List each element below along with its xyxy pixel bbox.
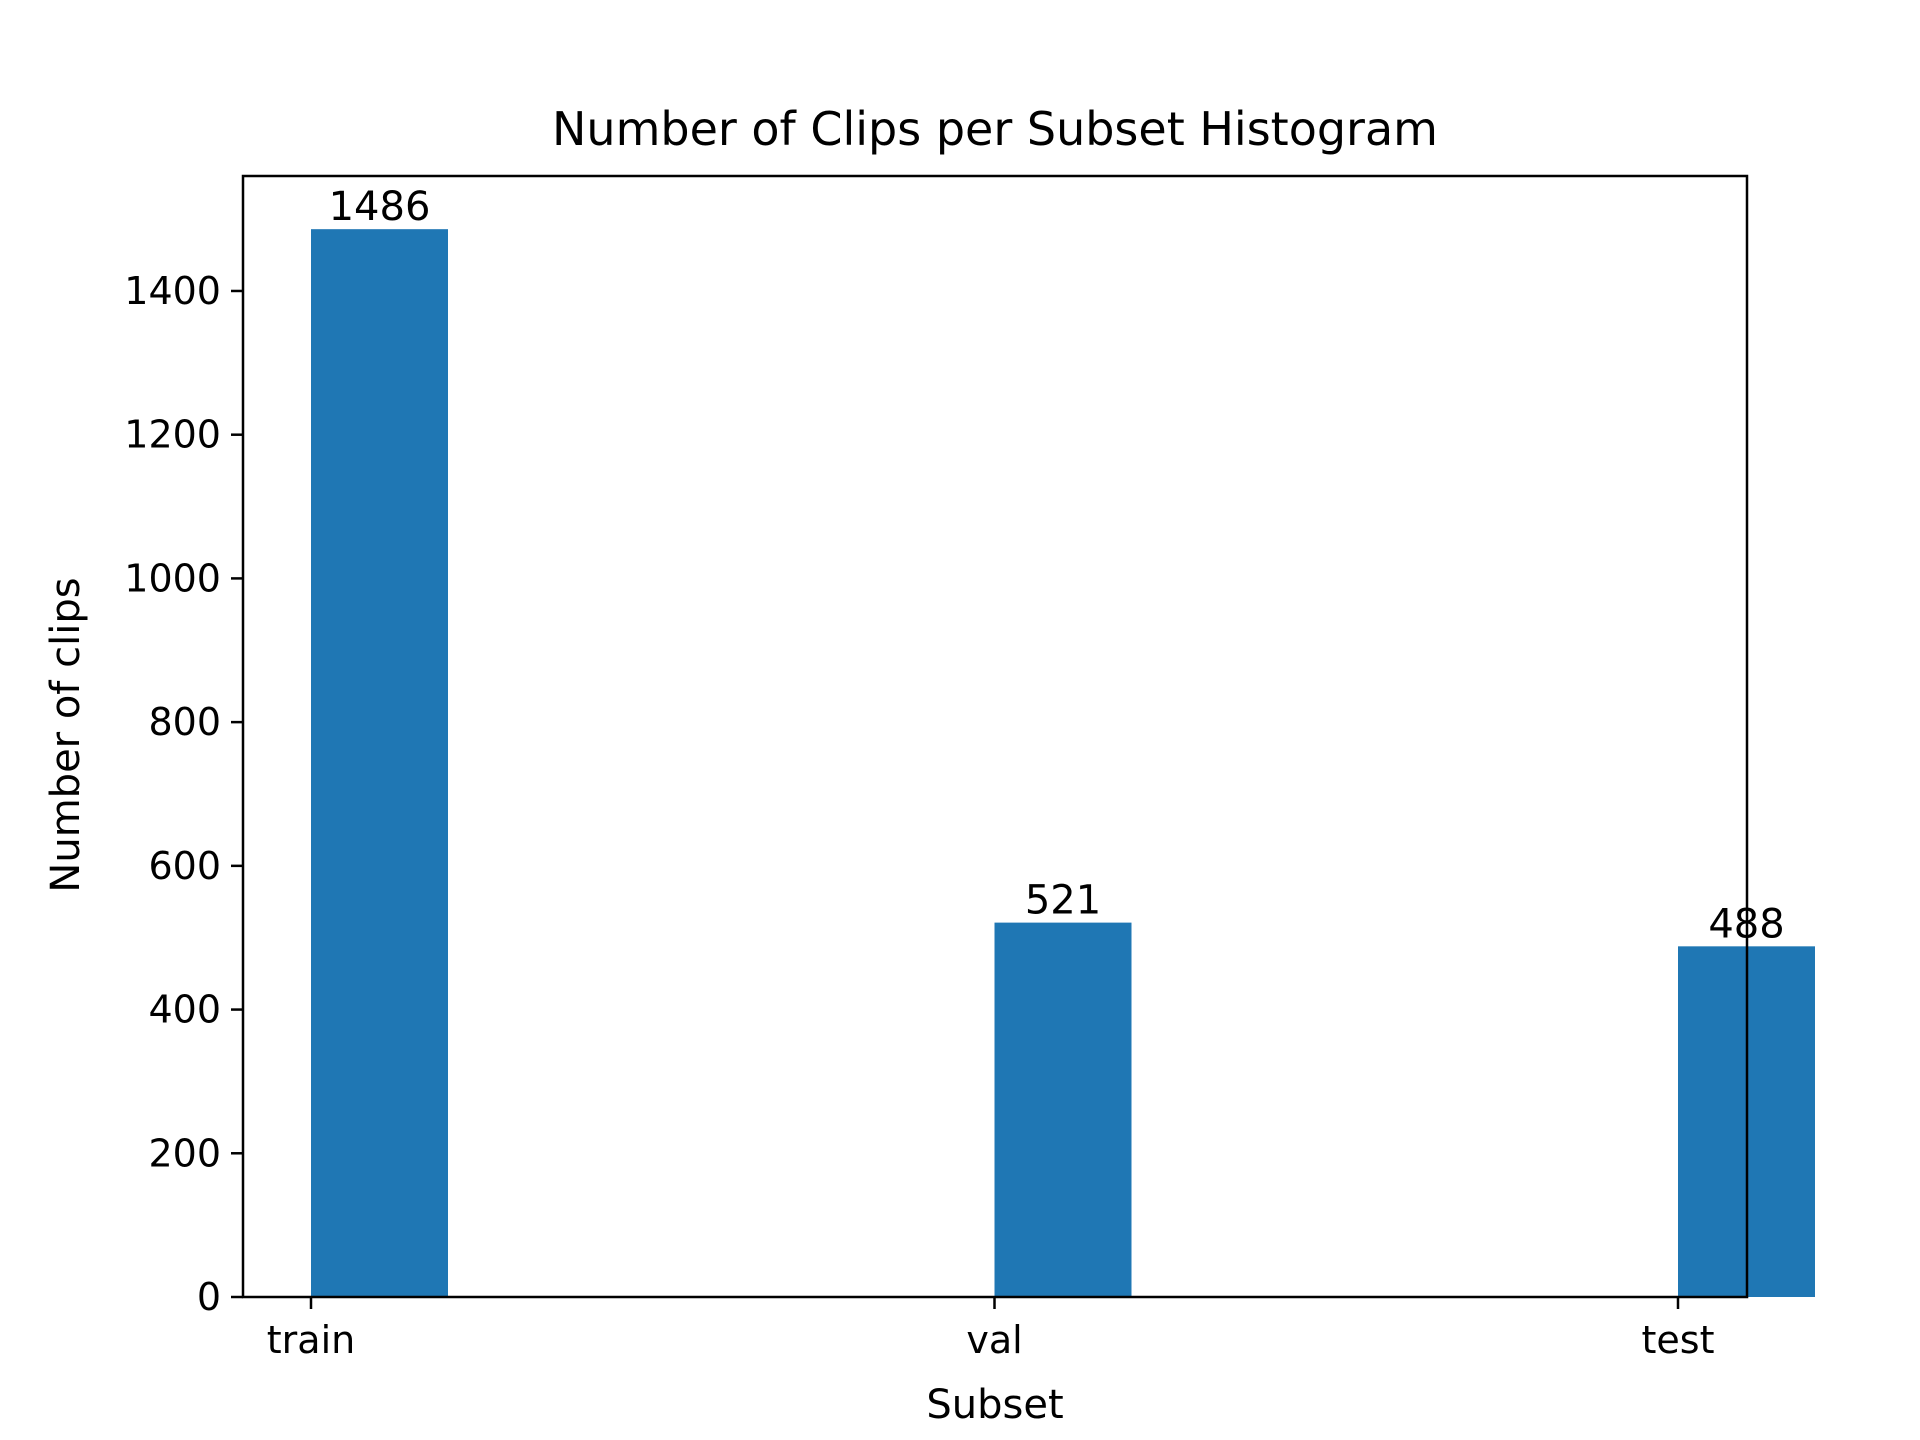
- bar-val: [994, 922, 1132, 1297]
- y-tick-label: 200: [148, 1131, 221, 1175]
- y-tick-label: 1400: [124, 269, 221, 313]
- y-tick-label: 1200: [124, 413, 221, 457]
- y-tick-label: 400: [148, 988, 221, 1032]
- x-axis-label: Subset: [926, 1382, 1063, 1428]
- x-tick-label-val: val: [966, 1318, 1022, 1362]
- y-axis-label: Number of clips: [43, 577, 89, 892]
- y-tick-label: 1000: [124, 556, 221, 600]
- x-tick-label-test: test: [1642, 1318, 1715, 1362]
- plot-area: 14865214880200400600800100012001400train…: [124, 174, 1815, 1362]
- x-tick-label-train: train: [267, 1318, 355, 1362]
- y-tick-label: 0: [197, 1275, 221, 1319]
- chart-title: Number of Clips per Subset Histogram: [552, 102, 1438, 156]
- y-tick-label: 800: [148, 700, 221, 744]
- bar-train: [311, 229, 448, 1297]
- data-label-val: 521: [1025, 878, 1101, 924]
- data-label-train: 1486: [329, 184, 431, 230]
- y-tick-label: 600: [148, 844, 221, 888]
